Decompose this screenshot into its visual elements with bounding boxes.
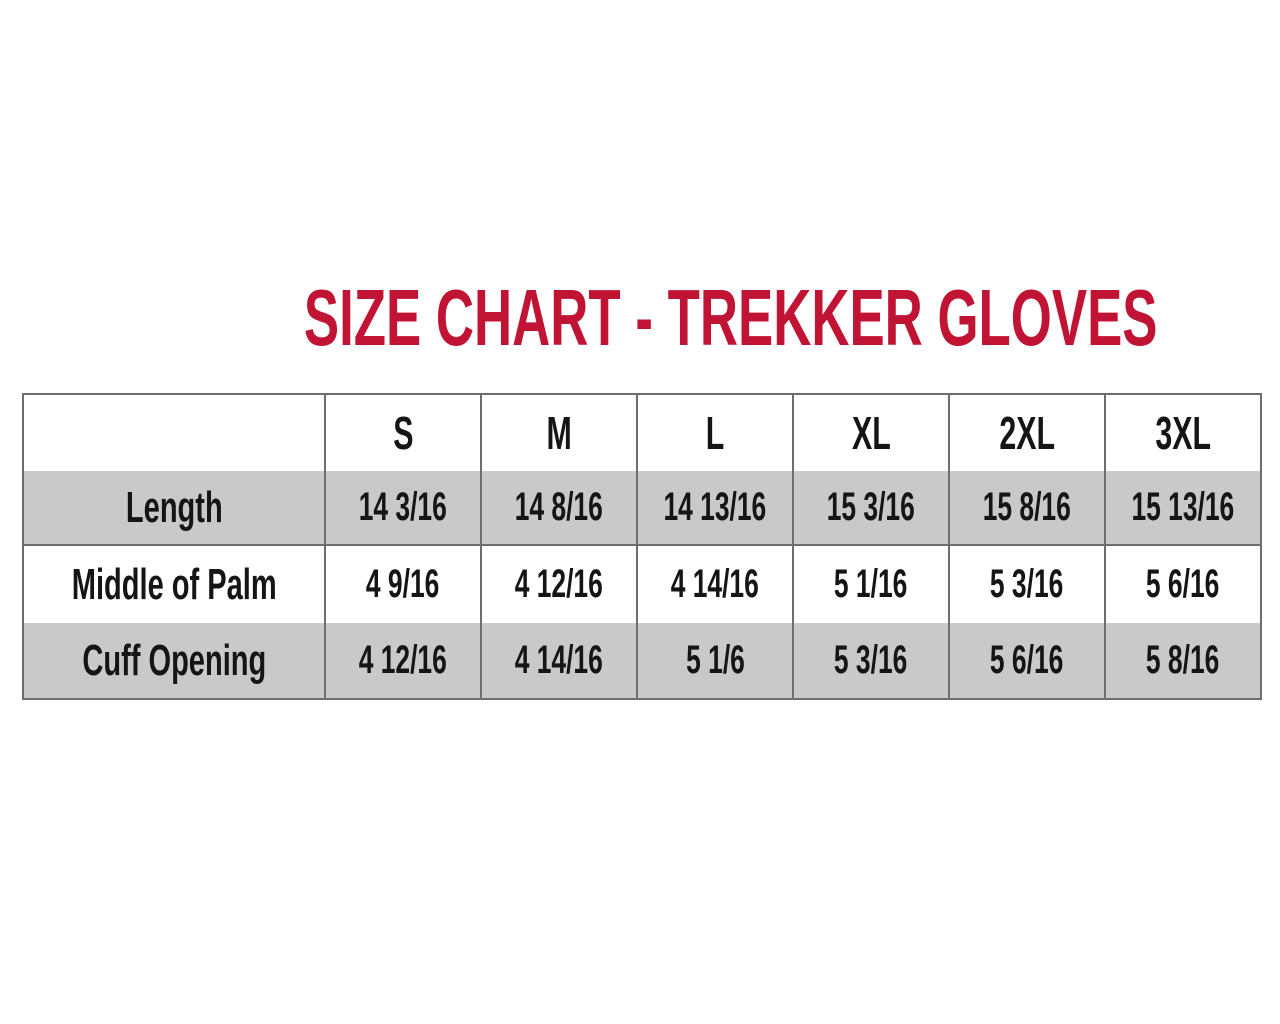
cell-length-m: 14 8/16	[480, 471, 636, 546]
table-corner-cell	[24, 395, 324, 471]
cell-length-s: 14 3/16	[324, 471, 480, 546]
cell-cuff-xl: 5 3/16	[792, 623, 948, 698]
row-label-length: Length	[24, 471, 324, 546]
col-header-xl: XL	[792, 395, 948, 471]
cell-length-l: 14 13/16	[636, 471, 792, 546]
page-title: SIZE CHART - TREKKER GLOVES	[0, 278, 1280, 358]
cell-cuff-3xl: 5 8/16	[1104, 623, 1260, 698]
cell-length-2xl: 15 8/16	[948, 471, 1104, 546]
col-header-2xl: 2XL	[948, 395, 1104, 471]
size-chart-table: S M L XL 2XL 3XL Length 14 3/16 14 8/16 …	[22, 393, 1262, 700]
cell-cuff-2xl: 5 6/16	[948, 623, 1104, 698]
cell-length-xl: 15 3/16	[792, 471, 948, 546]
cell-cuff-l: 5 1/6	[636, 623, 792, 698]
cell-palm-l: 4 14/16	[636, 546, 792, 623]
cell-cuff-s: 4 12/16	[324, 623, 480, 698]
cell-palm-s: 4 9/16	[324, 546, 480, 623]
cell-palm-2xl: 5 3/16	[948, 546, 1104, 623]
cell-palm-3xl: 5 6/16	[1104, 546, 1260, 623]
cell-cuff-m: 4 14/16	[480, 623, 636, 698]
cell-palm-xl: 5 1/16	[792, 546, 948, 623]
page-title-text: SIZE CHART - TREKKER GLOVES	[303, 273, 1158, 362]
cell-palm-m: 4 12/16	[480, 546, 636, 623]
col-header-l: L	[636, 395, 792, 471]
col-header-m: M	[480, 395, 636, 471]
cell-length-3xl: 15 13/16	[1104, 471, 1260, 546]
row-label-cuff-opening: Cuff Opening	[24, 623, 324, 698]
col-header-s: S	[324, 395, 480, 471]
col-header-3xl: 3XL	[1104, 395, 1260, 471]
row-label-middle-of-palm: Middle of Palm	[71, 559, 277, 609]
